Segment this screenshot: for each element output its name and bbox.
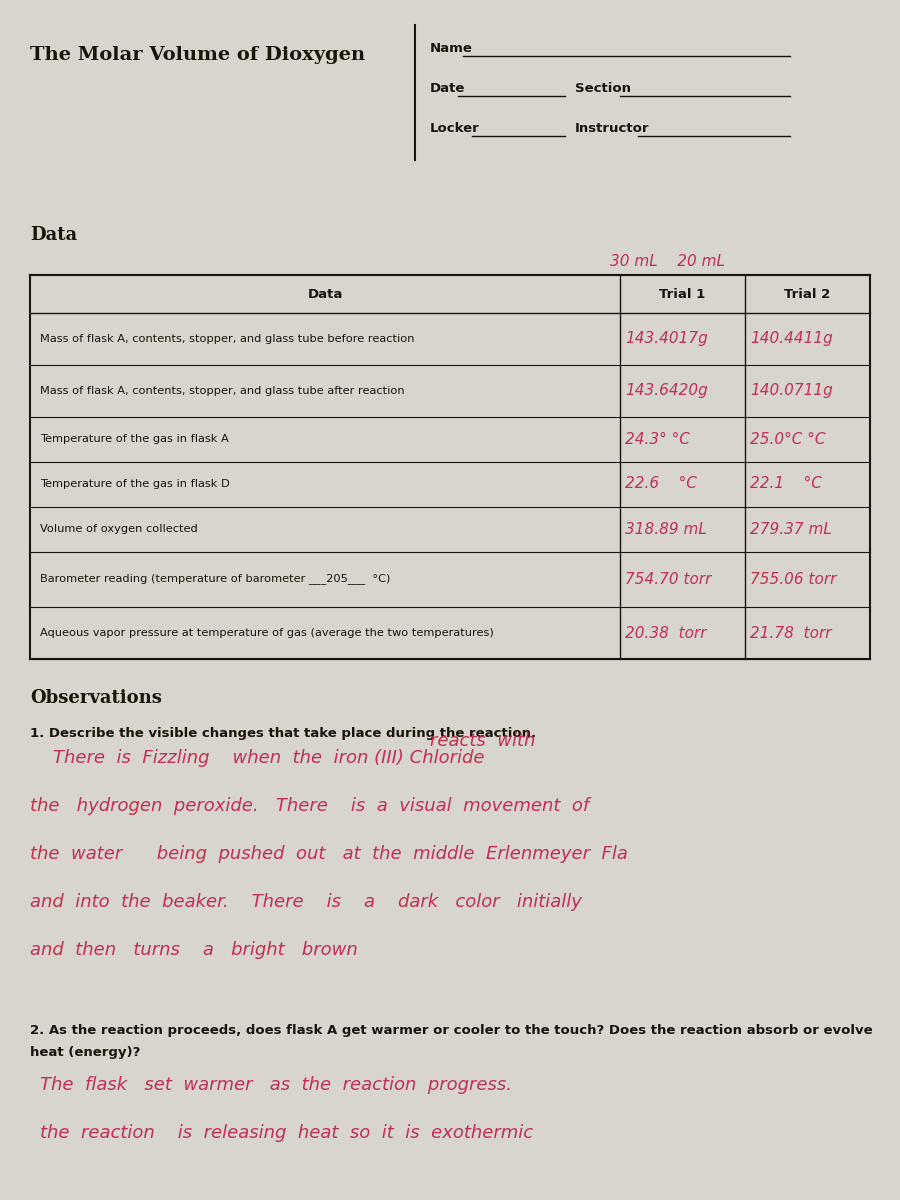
Text: Locker: Locker — [430, 121, 480, 134]
Text: Trial 1: Trial 1 — [659, 288, 705, 300]
Text: and  then   turns    a   bright   brown: and then turns a bright brown — [30, 941, 358, 959]
Text: the  reaction    is  releasing  heat  so  it  is  exothermic: the reaction is releasing heat so it is … — [40, 1124, 533, 1142]
Text: 30 mL    20 mL: 30 mL 20 mL — [610, 254, 725, 270]
Text: 143.6420g: 143.6420g — [625, 384, 707, 398]
Text: Data: Data — [307, 288, 343, 300]
Text: The  flask   set  warmer   as  the  reaction  progress.: The flask set warmer as the reaction pro… — [40, 1076, 512, 1094]
Text: Mass of flask A, contents, stopper, and glass tube after reaction: Mass of flask A, contents, stopper, and … — [40, 386, 405, 396]
Text: There  is  Fizzling    when  the  iron (III) Chloride: There is Fizzling when the iron (III) Ch… — [30, 749, 484, 767]
Text: 20.38  torr: 20.38 torr — [625, 625, 706, 641]
Text: 2. As the reaction proceeds, does flask A get warmer or cooler to the touch? Doe: 2. As the reaction proceeds, does flask … — [30, 1024, 873, 1037]
Text: reacts  with: reacts with — [430, 732, 536, 750]
Text: Trial 2: Trial 2 — [784, 288, 830, 300]
Text: 21.78  torr: 21.78 torr — [750, 625, 832, 641]
Text: the  water      being  pushed  out   at  the  middle  Erlenmeyer  Fla: the water being pushed out at the middle… — [30, 845, 628, 863]
Text: heat (energy)?: heat (energy)? — [30, 1046, 140, 1058]
Text: Temperature of the gas in flask D: Temperature of the gas in flask D — [40, 479, 230, 490]
Text: 22.1    °C: 22.1 °C — [750, 476, 822, 492]
Text: the   hydrogen  peroxide.   There    is  a  visual  movement  of: the hydrogen peroxide. There is a visual… — [30, 797, 590, 815]
Text: 754.70 torr: 754.70 torr — [625, 571, 711, 587]
Text: Name: Name — [430, 42, 472, 54]
Text: The Molar Volume of Dioxygen: The Molar Volume of Dioxygen — [30, 46, 365, 64]
Text: 143.4017g: 143.4017g — [625, 331, 707, 347]
Text: 24.3° °C: 24.3° °C — [625, 432, 690, 446]
Text: 22.6    °C: 22.6 °C — [625, 476, 697, 492]
Text: Section: Section — [575, 82, 631, 95]
Text: Mass of flask A, contents, stopper, and glass tube before reaction: Mass of flask A, contents, stopper, and … — [40, 334, 415, 344]
Text: Temperature of the gas in flask A: Temperature of the gas in flask A — [40, 434, 229, 444]
Text: 318.89 mL: 318.89 mL — [625, 522, 706, 536]
Text: Data: Data — [30, 226, 77, 244]
Text: 755.06 torr: 755.06 torr — [750, 571, 836, 587]
Text: Aqueous vapor pressure at temperature of gas (average the two temperatures): Aqueous vapor pressure at temperature of… — [40, 628, 494, 638]
Text: Date: Date — [430, 82, 465, 95]
Text: 279.37 mL: 279.37 mL — [750, 522, 832, 536]
Text: Observations: Observations — [30, 689, 162, 707]
Text: 140.0711g: 140.0711g — [750, 384, 832, 398]
Text: 1. Describe the visible changes that take place during the reaction.: 1. Describe the visible changes that tak… — [30, 727, 536, 740]
Text: and  into  the  beaker.    There    is    a    dark   color   initially: and into the beaker. There is a dark col… — [30, 893, 582, 911]
Text: Barometer reading (temperature of barometer ___205___  °C): Barometer reading (temperature of barome… — [40, 574, 391, 584]
Text: Volume of oxygen collected: Volume of oxygen collected — [40, 524, 198, 534]
Text: 25.0°C °C: 25.0°C °C — [750, 432, 825, 446]
Text: Instructor: Instructor — [575, 121, 650, 134]
Text: 140.4411g: 140.4411g — [750, 331, 832, 347]
